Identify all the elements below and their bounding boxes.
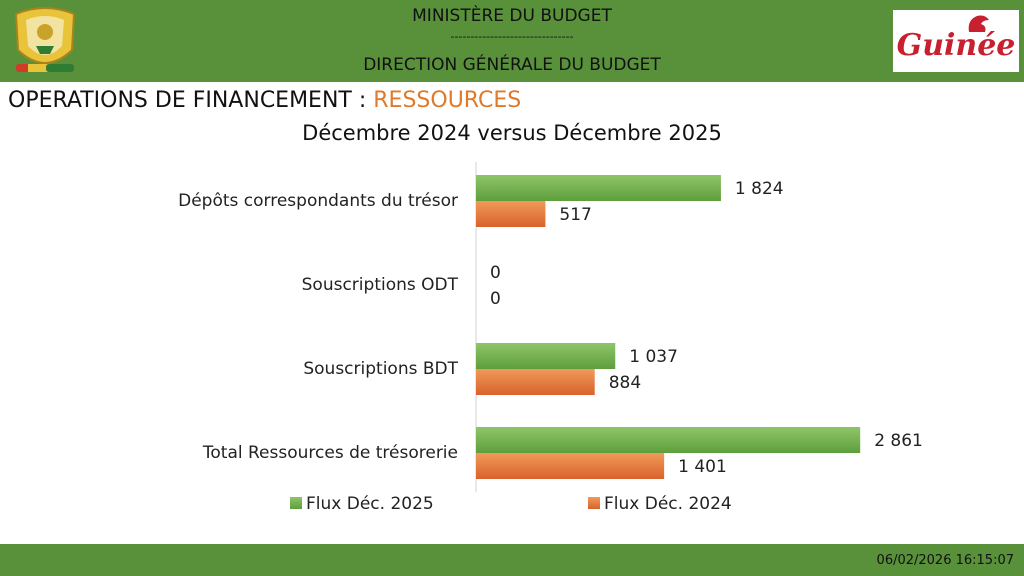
data-label: 517 — [559, 205, 591, 225]
data-label: 1 037 — [629, 347, 678, 367]
bar-2025 — [476, 427, 861, 453]
bar-2025 — [476, 343, 616, 369]
coat-of-arms-icon — [14, 7, 76, 72]
bar-2025 — [476, 175, 721, 201]
footer-bar: 06/02/2026 16:15:07 — [0, 544, 1024, 576]
legend-swatch — [290, 497, 302, 509]
header-separator: ------------------------------- — [450, 30, 574, 43]
header-bar: MINISTÈRE DU BUDGET --------------------… — [0, 0, 1024, 82]
category-label: Dépôts correspondants du trésor — [178, 191, 458, 211]
direction-title: DIRECTION GÉNÉRALE DU BUDGET — [363, 55, 661, 75]
bar-2024 — [476, 369, 595, 395]
legend-swatch — [588, 497, 600, 509]
bar-2024 — [476, 201, 546, 227]
data-label: 884 — [609, 373, 641, 393]
bar-2024 — [476, 453, 665, 479]
logo-text: Guinée — [896, 28, 1016, 63]
category-label: Total Ressources de trésorerie — [202, 443, 458, 463]
guinee-logo: Guinée — [893, 10, 1019, 72]
page-subtitle: Décembre 2024 versus Décembre 2025 — [302, 121, 722, 145]
data-label: 0 — [490, 289, 501, 309]
data-label: 2 861 — [874, 431, 923, 451]
title-main: OPERATIONS DE FINANCEMENT : — [8, 88, 374, 113]
timestamp: 06/02/2026 16:15:07 — [876, 553, 1014, 568]
data-label: 1 824 — [735, 179, 784, 199]
title-highlight: RESSOURCES — [373, 88, 522, 113]
ministry-title: MINISTÈRE DU BUDGET — [412, 6, 612, 26]
legend-label: Flux Déc. 2024 — [604, 494, 732, 514]
category-label: Souscriptions ODT — [302, 275, 459, 295]
category-label: Souscriptions BDT — [303, 359, 458, 379]
legend-label: Flux Déc. 2025 — [306, 494, 434, 514]
page-title: OPERATIONS DE FINANCEMENT : RESSOURCES — [8, 88, 521, 113]
data-label: 0 — [490, 263, 501, 283]
bar-chart: Dépôts correspondants du trésor 1 824 517 S… — [178, 162, 923, 514]
data-label: 1 401 — [678, 457, 727, 477]
rooster-icon — [968, 15, 989, 32]
